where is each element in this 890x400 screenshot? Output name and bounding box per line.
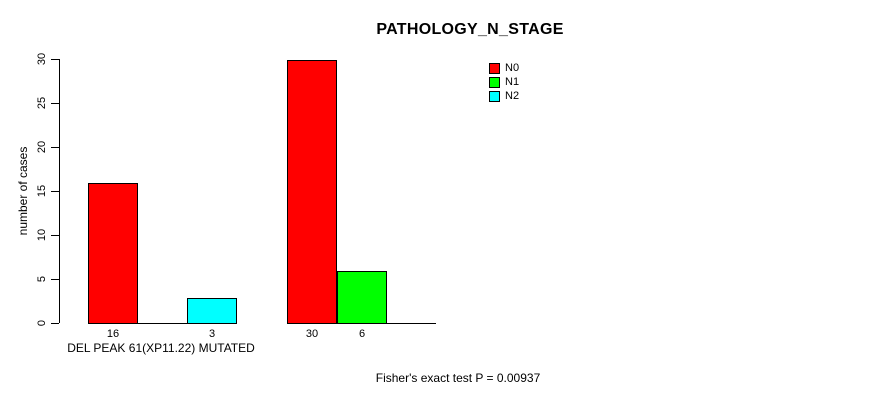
y-axis-tick-label: 15 (36, 184, 48, 198)
legend-swatch-n0 (489, 62, 500, 74)
legend-item: N2 (489, 89, 519, 103)
y-axis-title: number of cases (16, 146, 30, 236)
y-axis-tick-label: 0 (36, 319, 48, 327)
bar-n1-group-2 (337, 271, 387, 324)
y-axis-tick (51, 323, 59, 324)
legend-item: N0 (489, 61, 519, 75)
legend-label: N0 (505, 62, 520, 74)
y-axis-line (59, 59, 60, 323)
y-axis-tick-label: 30 (36, 52, 48, 66)
bar-n2-group-1 (187, 298, 237, 324)
legend: N0 N1 N2 (489, 61, 519, 103)
bar-n0-group-1 (88, 183, 138, 324)
bar-zero-baseline (386, 323, 436, 324)
bar-value-label: 6 (358, 328, 366, 340)
bar-value-label: 30 (305, 328, 319, 340)
y-axis-tick (51, 191, 59, 192)
y-axis-tick (51, 279, 59, 280)
y-axis-tick-label: 5 (36, 275, 48, 283)
chart-title: PATHOLOGY_N_STAGE (376, 21, 564, 38)
y-axis-tick (51, 235, 59, 236)
bar-value-label: 16 (106, 328, 120, 340)
y-axis-tick (51, 103, 59, 104)
y-axis-tick (51, 147, 59, 148)
legend-swatch-n1 (489, 76, 500, 88)
legend-label: N2 (505, 90, 520, 102)
legend-swatch-n2 (489, 90, 500, 102)
y-axis-tick-label: 25 (36, 96, 48, 110)
bar-n0-group-2 (287, 60, 337, 324)
stat-annotation: Fisher's exact test P = 0.00937 (375, 371, 541, 385)
bar-zero-baseline (138, 323, 188, 324)
y-axis-tick-label: 10 (36, 228, 48, 242)
legend-item: N1 (489, 75, 519, 89)
y-axis-tick-label: 20 (36, 140, 48, 154)
y-axis-tick (51, 59, 59, 60)
bar-value-label: 3 (208, 328, 216, 340)
legend-label: N1 (505, 76, 520, 88)
x-axis-group-label: DEL PEAK 61(XP11.22) MUTATED (67, 341, 255, 355)
